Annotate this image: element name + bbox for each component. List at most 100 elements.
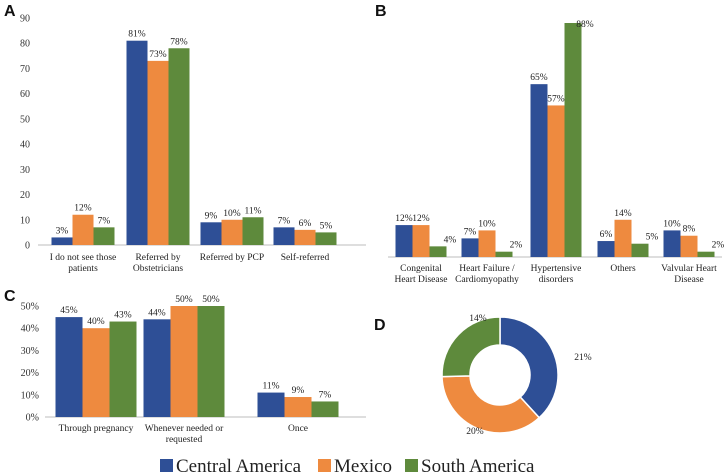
panel-b-data-label: 88%: [576, 20, 594, 30]
panel-c-data-label: 50%: [175, 295, 193, 305]
panel-a-category-label: Referred by PCP: [200, 252, 264, 263]
panel-b-data-label: 12%: [395, 214, 413, 224]
panel-d-slice-label: 14%: [469, 314, 487, 324]
legend-swatch-south-america: [405, 459, 418, 472]
panel-c-y-tick-label: 10%: [21, 390, 39, 401]
panel-a-data-label: 12%: [74, 204, 92, 214]
panel-c-data-label: 50%: [202, 295, 220, 305]
panel-a-bar: [200, 222, 222, 245]
panel-b-bar: [547, 105, 565, 257]
panel-a-bar: [51, 237, 73, 245]
panel-a-data-label: 81%: [128, 30, 146, 40]
panel-b-data-label: 57%: [547, 94, 565, 104]
panel-c-data-label: 40%: [87, 317, 105, 327]
panel-b-data-label: 65%: [530, 73, 548, 83]
panel-b-data-label: 14%: [614, 209, 632, 219]
panel-a-bar: [273, 227, 295, 245]
panel-b-category-label: Others: [610, 264, 636, 274]
panel-c-y-tick-label: 50%: [21, 302, 39, 313]
panel-a-data-label: 6%: [299, 219, 312, 229]
panel-a-data-label: 73%: [149, 50, 167, 60]
panel-b-bar: [680, 235, 698, 257]
panel-d-slice-label: 20%: [466, 427, 484, 437]
panel-b-data-label: 6%: [600, 230, 613, 240]
panel-a-category-label: Referred by: [135, 252, 180, 263]
panel-c-data-label: 9%: [292, 386, 305, 396]
panel-letter-c: C: [4, 288, 16, 305]
panel-b-category-label: Heart Disease: [394, 275, 447, 285]
panel-a-bar: [93, 227, 115, 245]
panel-b-bar: [478, 230, 496, 257]
panel-a-bar: [294, 229, 316, 245]
panel-b-bar: [429, 246, 447, 257]
panel-c-bar: [284, 397, 312, 417]
panel-a-data-label: 5%: [320, 221, 333, 231]
panel-a-y-tick-label: 50: [20, 114, 30, 125]
panel-letter-b: B: [375, 3, 387, 20]
panel-c-y-tick-label: 0%: [26, 413, 39, 424]
panel-a-data-label: 78%: [170, 37, 188, 47]
panel-a-y-tick-label: 90: [20, 14, 30, 25]
panel-a-data-label: 11%: [244, 206, 261, 216]
panel-a-y-tick-label: 0: [25, 241, 30, 252]
panel-b-category-label: Disease: [674, 275, 704, 285]
panel-b-category-label: Hypertensive: [531, 264, 582, 274]
panel-b-bar: [530, 84, 548, 257]
panel-c-data-label: 45%: [60, 306, 78, 316]
panel-d-donut-slice: [441, 375, 541, 434]
panel-b-data-label: 2%: [712, 241, 725, 251]
panel-b-data-label: 2%: [510, 241, 523, 251]
panel-c-bar: [257, 392, 285, 417]
panel-a-data-label: 10%: [223, 209, 241, 219]
panel-d-slice-label: 21%: [574, 353, 592, 363]
panel-c-data-label: 43%: [114, 311, 132, 321]
panel-c-category-label: Once: [288, 424, 308, 434]
panel-c-category-label: requested: [166, 435, 203, 445]
panel-c-bar: [170, 306, 198, 417]
panel-c-data-label: 44%: [148, 308, 166, 318]
panel-a-category-label: I do not see those: [50, 253, 117, 263]
panel-a-y-tick-label: 40: [20, 140, 30, 151]
legend-swatch-central-america: [160, 459, 173, 472]
panel-c-data-label: 11%: [262, 382, 279, 392]
panel-a-data-label: 7%: [278, 216, 291, 226]
panel-b-data-label: 7%: [464, 227, 477, 237]
panel-a-y-tick-label: 60: [20, 89, 30, 100]
panel-b-category-label: Heart Failure /: [459, 264, 515, 274]
panel-b-data-label: 10%: [478, 219, 496, 229]
panel-letter-d: D: [374, 317, 386, 334]
panel-a-y-tick-label: 20: [20, 190, 30, 201]
panel-c-category-label: Whenever needed or: [145, 424, 224, 434]
panel-c-bar: [311, 401, 339, 417]
legend-label-central-america: Central America: [176, 456, 302, 475]
panel-b-bar: [495, 251, 513, 257]
panel-a-data-label: 3%: [56, 226, 69, 236]
legend-label-south-america: South America: [421, 456, 535, 475]
panel-c-bar: [55, 317, 83, 417]
panel-b-bar: [597, 241, 615, 257]
panel-d-donut-slice: [441, 316, 501, 378]
panel-b-bar: [412, 225, 430, 257]
panel-c-data-label: 7%: [319, 390, 332, 400]
panel-a-y-tick-label: 30: [20, 165, 30, 176]
panel-a-bar: [315, 232, 337, 245]
panel-a-data-label: 9%: [205, 211, 218, 221]
panel-c-y-tick-label: 20%: [21, 368, 39, 379]
panel-a-category-label: patients: [68, 264, 98, 274]
panel-b-bar: [697, 251, 715, 257]
panel-b-category-label: Congenital: [400, 264, 442, 274]
panel-b-bar: [614, 219, 632, 257]
panel-a-data-label: 7%: [98, 216, 111, 226]
panel-b-data-label: 8%: [683, 225, 696, 235]
panel-b-bar: [461, 238, 479, 257]
legend-label-mexico: Mexico: [334, 456, 392, 475]
panel-a-bar: [221, 219, 243, 245]
panel-c-bar: [143, 319, 171, 417]
panel-c-category-label: Through pregnancy: [59, 424, 134, 434]
legend-swatch-mexico: [318, 459, 331, 472]
panel-a-bar: [242, 217, 264, 245]
panel-c-bar: [82, 328, 110, 417]
panel-b-category-label: Cardiomyopathy: [455, 275, 519, 285]
panel-a-y-tick-label: 10: [20, 215, 30, 226]
